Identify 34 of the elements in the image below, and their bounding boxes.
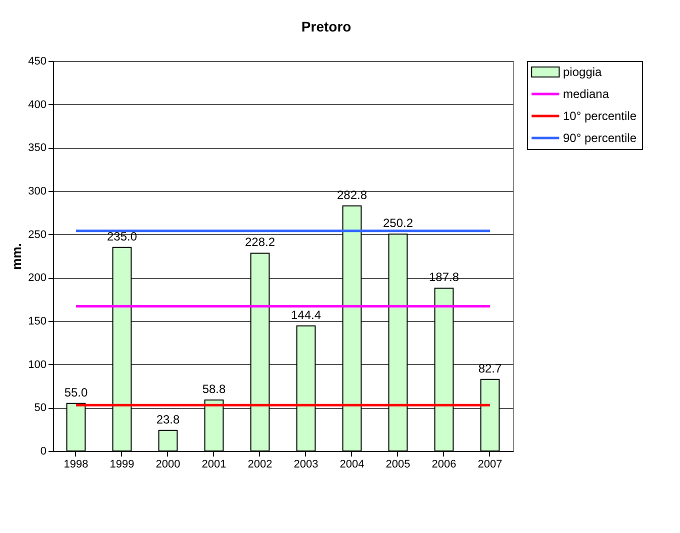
y-tick-label: 50 — [34, 402, 46, 414]
x-tick-label: 1999 — [110, 458, 134, 470]
y-tick-label: 350 — [28, 142, 46, 154]
data-label: 282.8 — [336, 188, 368, 202]
y-tick-label: 100 — [28, 358, 46, 371]
data-label: 250.2 — [382, 216, 414, 230]
data-label: 55.0 — [64, 385, 88, 400]
data-label: 23.8 — [156, 412, 180, 426]
data-label: 82.7 — [478, 361, 502, 376]
x-tick-label: 2001 — [202, 458, 226, 470]
legend-label: 90° percentile — [563, 131, 637, 145]
y-tick-label: 450 — [28, 56, 46, 68]
x-tick-label: 2000 — [156, 458, 180, 470]
x-tick-label: 2003 — [294, 458, 318, 470]
y-tick-label: 250 — [28, 228, 46, 241]
x-tick-label: 1998 — [64, 458, 88, 470]
legend-label: mediana — [563, 87, 610, 101]
legend-label: 10° percentile — [563, 109, 637, 123]
x-tick-label: 2004 — [340, 458, 364, 470]
x-tick-label: 2007 — [478, 458, 502, 470]
y-tick-label: 0 — [40, 446, 46, 458]
y-tick-label: 300 — [28, 186, 46, 198]
data-label: 58.8 — [202, 382, 226, 396]
x-tick-label: 2006 — [432, 458, 456, 470]
x-tick-label: 2002 — [248, 458, 272, 470]
y-tick-label: 150 — [28, 316, 46, 328]
data-label: 228.2 — [244, 235, 276, 250]
chart-title: Pretoro — [301, 18, 352, 34]
data-label: 144.4 — [290, 308, 322, 322]
x-tick-label: 2005 — [386, 458, 410, 470]
y-tick-label: 400 — [28, 98, 46, 111]
legend-label: pioggia — [563, 65, 602, 79]
y-tick-label: 200 — [28, 272, 46, 284]
y-axis-title: mm. — [9, 243, 24, 270]
